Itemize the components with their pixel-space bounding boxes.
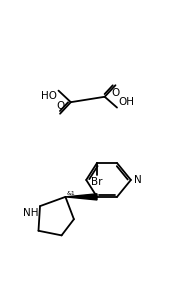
Text: OH: OH bbox=[119, 97, 134, 107]
Polygon shape bbox=[65, 194, 97, 200]
Text: HO: HO bbox=[41, 91, 57, 101]
Text: N: N bbox=[134, 175, 142, 185]
Text: NH: NH bbox=[23, 208, 39, 218]
Text: O: O bbox=[56, 101, 64, 111]
Text: O: O bbox=[111, 88, 120, 98]
Text: Br: Br bbox=[91, 177, 103, 187]
Text: &1: &1 bbox=[66, 191, 75, 196]
